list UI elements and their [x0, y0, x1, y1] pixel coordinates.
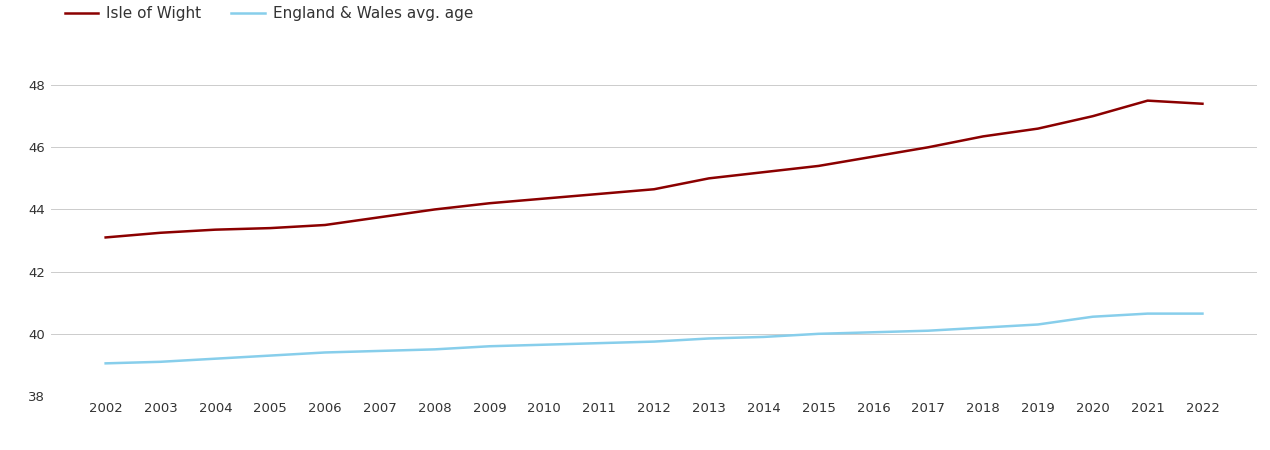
- England & Wales avg. age: [318, 350, 333, 355]
- England & Wales avg. age: [537, 342, 552, 347]
- Isle of Wight: [866, 154, 881, 159]
- England & Wales avg. age: [1085, 314, 1100, 319]
- Isle of Wight: [263, 225, 278, 231]
- Isle of Wight: [1195, 101, 1210, 107]
- Isle of Wight: [701, 176, 716, 181]
- England & Wales avg. age: [592, 341, 607, 346]
- Isle of Wight: [975, 134, 991, 139]
- Isle of Wight: [98, 235, 113, 240]
- England & Wales avg. age: [152, 359, 168, 364]
- Isle of Wight: [427, 207, 442, 212]
- England & Wales avg. age: [481, 343, 497, 349]
- Isle of Wight: [592, 191, 607, 197]
- Isle of Wight: [1140, 98, 1156, 104]
- Isle of Wight: [756, 170, 771, 175]
- England & Wales avg. age: [427, 346, 442, 352]
- Line: Isle of Wight: Isle of Wight: [105, 101, 1203, 238]
- England & Wales avg. age: [98, 360, 113, 366]
- Isle of Wight: [208, 227, 224, 232]
- Isle of Wight: [152, 230, 168, 235]
- Isle of Wight: [646, 187, 662, 192]
- Isle of Wight: [1030, 126, 1045, 131]
- Isle of Wight: [372, 215, 387, 220]
- England & Wales avg. age: [812, 331, 827, 337]
- Isle of Wight: [481, 201, 497, 206]
- Isle of Wight: [537, 196, 552, 201]
- Legend: Isle of Wight, England & Wales avg. age: Isle of Wight, England & Wales avg. age: [58, 0, 479, 27]
- Isle of Wight: [1085, 113, 1100, 119]
- England & Wales avg. age: [1195, 311, 1210, 316]
- Isle of Wight: [318, 222, 333, 228]
- England & Wales avg. age: [975, 325, 991, 330]
- England & Wales avg. age: [756, 334, 771, 340]
- England & Wales avg. age: [701, 336, 716, 341]
- England & Wales avg. age: [1030, 322, 1045, 327]
- England & Wales avg. age: [208, 356, 224, 361]
- England & Wales avg. age: [372, 348, 387, 354]
- England & Wales avg. age: [921, 328, 936, 333]
- England & Wales avg. age: [263, 353, 278, 358]
- England & Wales avg. age: [646, 339, 662, 344]
- England & Wales avg. age: [866, 329, 881, 335]
- Isle of Wight: [921, 144, 936, 150]
- Line: England & Wales avg. age: England & Wales avg. age: [105, 314, 1203, 363]
- Isle of Wight: [812, 163, 827, 169]
- England & Wales avg. age: [1140, 311, 1156, 316]
